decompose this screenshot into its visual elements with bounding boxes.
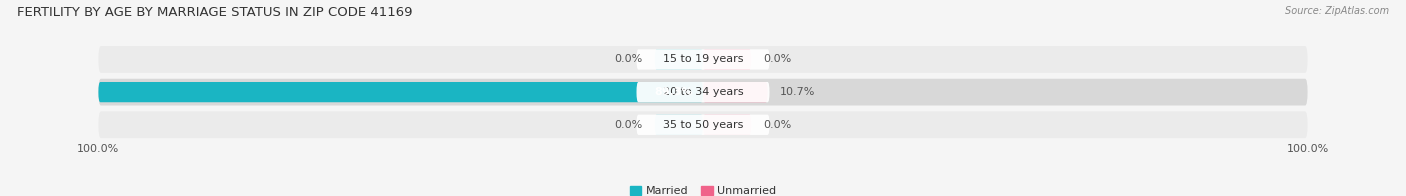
FancyBboxPatch shape: [98, 111, 1308, 138]
FancyBboxPatch shape: [703, 115, 751, 135]
Text: 0.0%: 0.0%: [614, 120, 643, 130]
FancyBboxPatch shape: [98, 79, 1308, 105]
Text: 35 to 50 years: 35 to 50 years: [662, 120, 744, 130]
FancyBboxPatch shape: [98, 82, 703, 102]
Text: 15 to 19 years: 15 to 19 years: [662, 54, 744, 64]
FancyBboxPatch shape: [655, 115, 703, 135]
FancyBboxPatch shape: [637, 49, 769, 70]
Text: 20 to 34 years: 20 to 34 years: [662, 87, 744, 97]
Text: Source: ZipAtlas.com: Source: ZipAtlas.com: [1285, 6, 1389, 16]
FancyBboxPatch shape: [703, 82, 768, 102]
FancyBboxPatch shape: [98, 46, 1308, 73]
FancyBboxPatch shape: [637, 115, 769, 135]
FancyBboxPatch shape: [703, 49, 751, 70]
Text: 10.7%: 10.7%: [780, 87, 815, 97]
Legend: Married, Unmarried: Married, Unmarried: [630, 186, 776, 196]
Text: 0.0%: 0.0%: [763, 54, 792, 64]
FancyBboxPatch shape: [655, 49, 703, 70]
Text: 89.3%: 89.3%: [655, 87, 693, 97]
Text: 0.0%: 0.0%: [614, 54, 643, 64]
Text: 0.0%: 0.0%: [763, 120, 792, 130]
FancyBboxPatch shape: [637, 82, 769, 102]
Text: FERTILITY BY AGE BY MARRIAGE STATUS IN ZIP CODE 41169: FERTILITY BY AGE BY MARRIAGE STATUS IN Z…: [17, 6, 412, 19]
